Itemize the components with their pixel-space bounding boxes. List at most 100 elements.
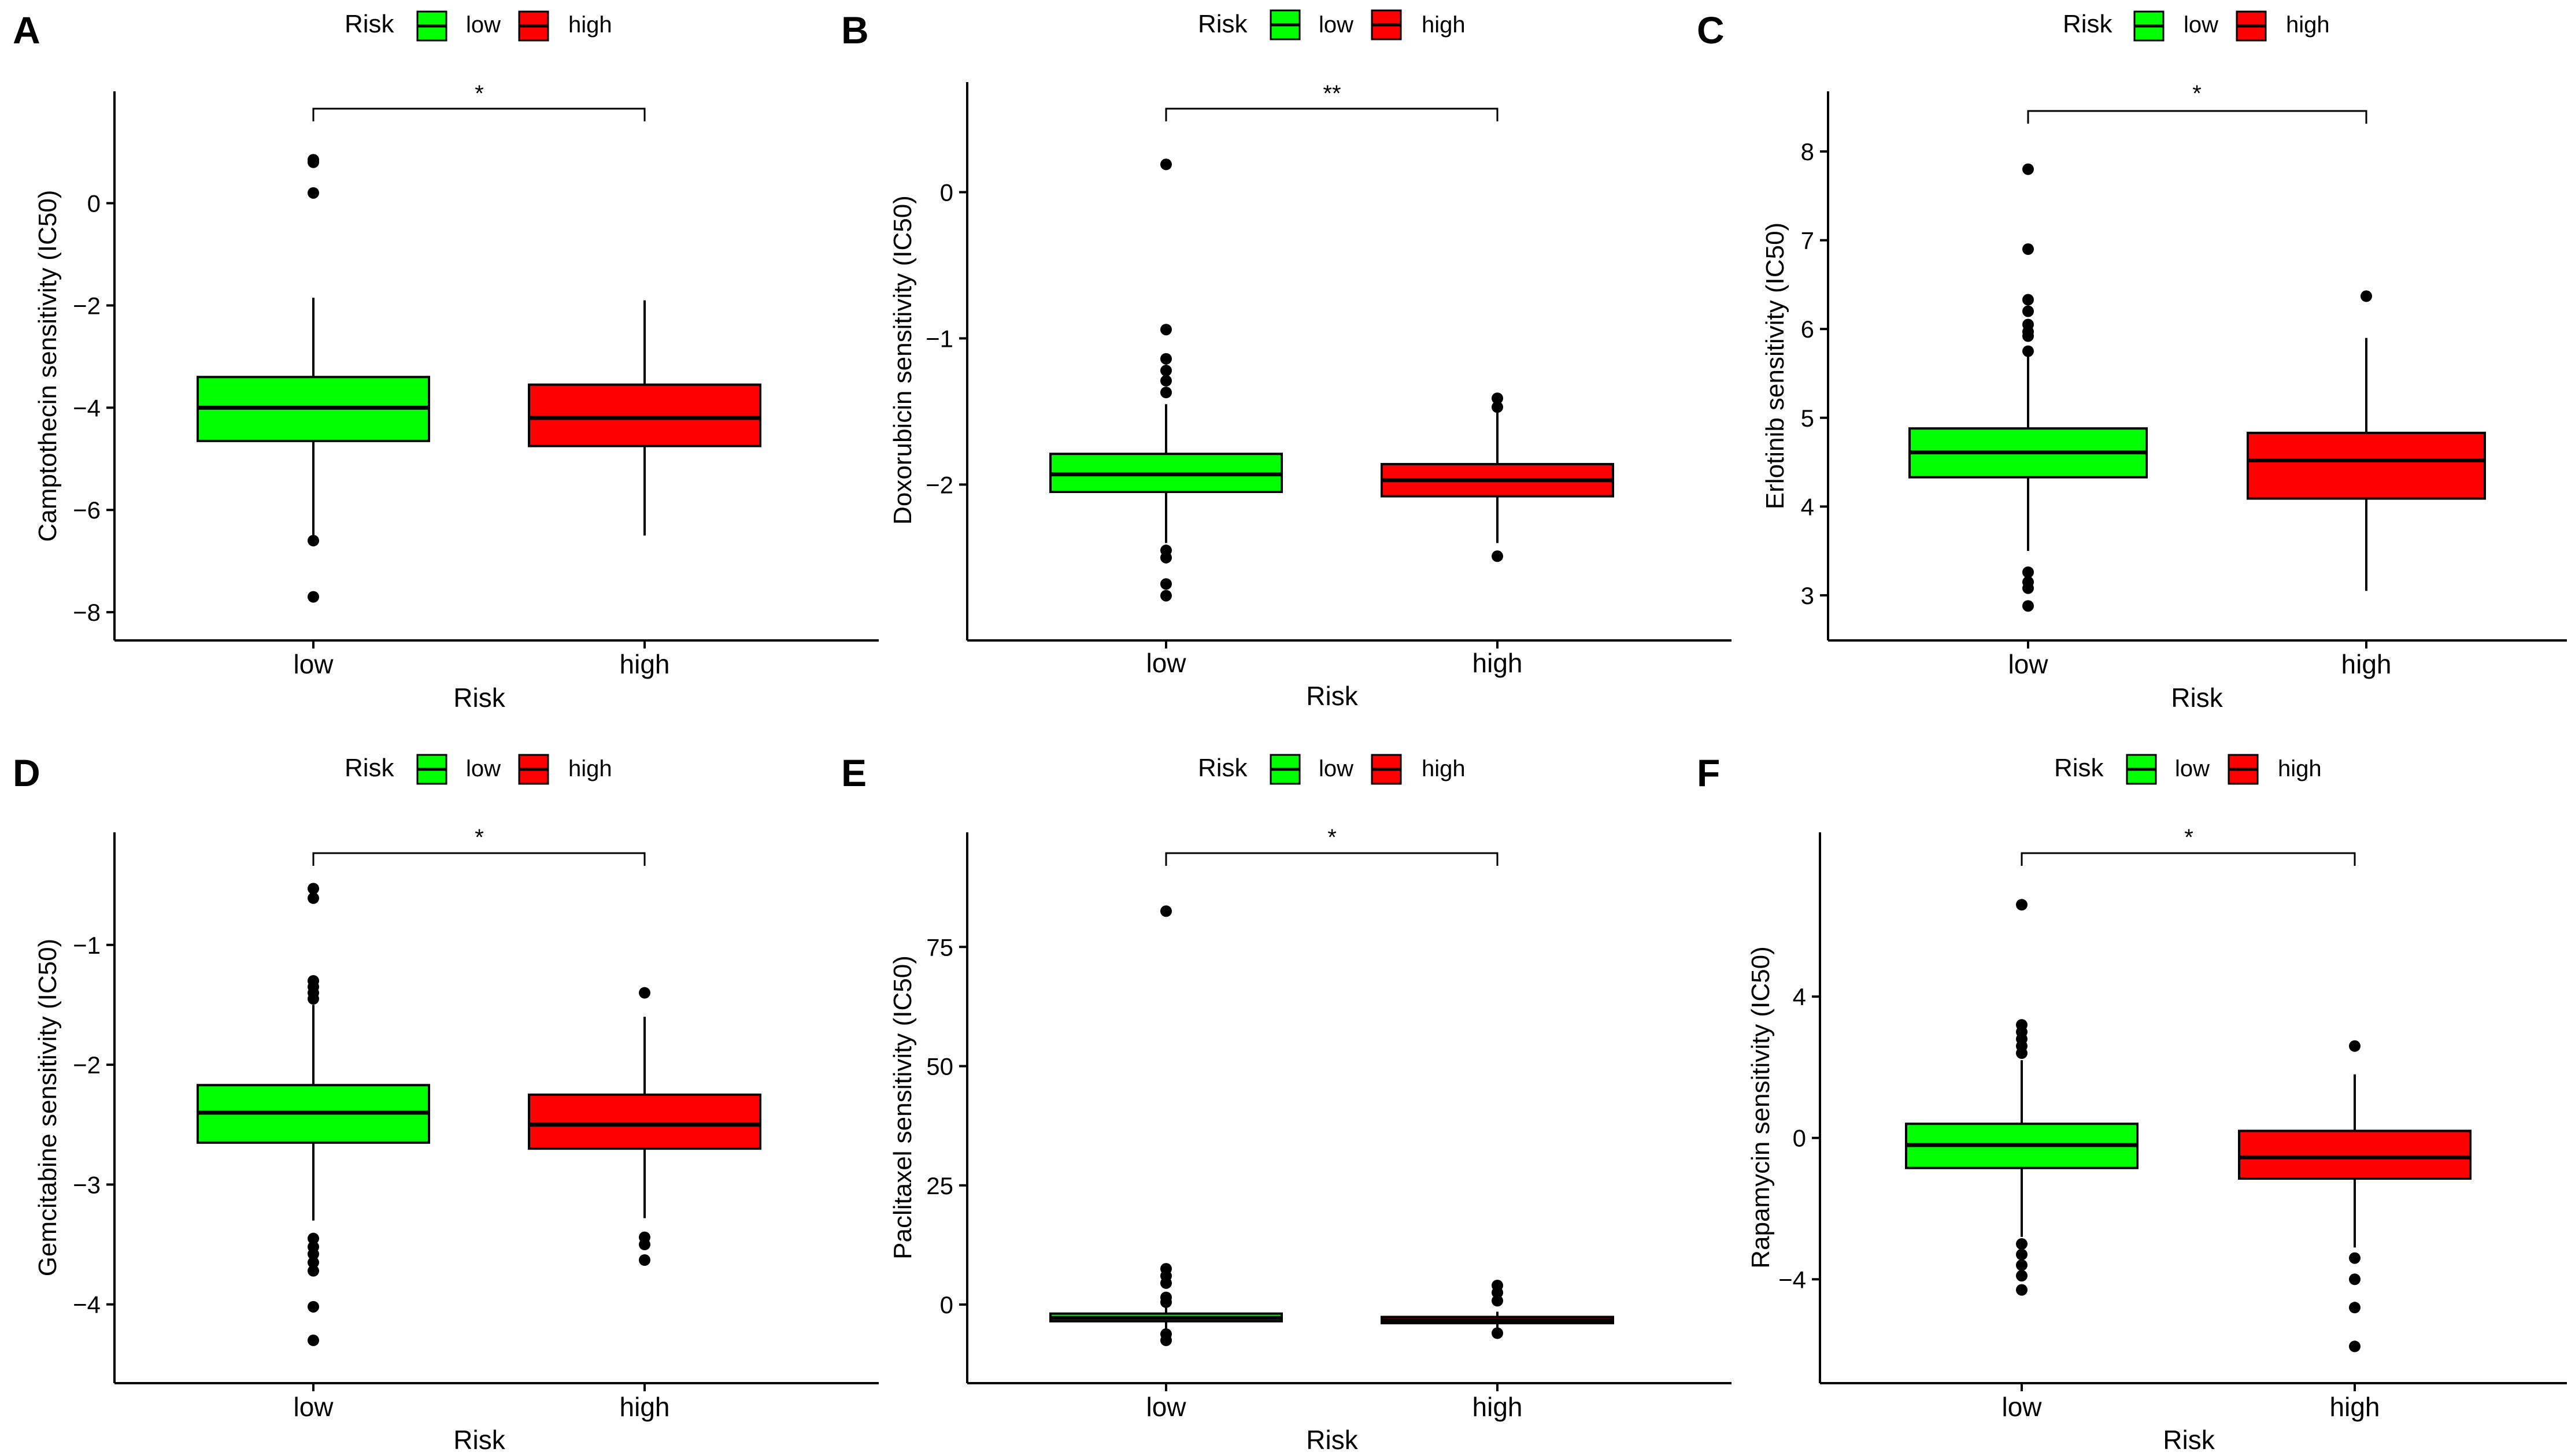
x-axis-title: Risk	[2163, 1425, 2215, 1455]
y-axis-title: Camptothecin sensitivity (IC50)	[34, 190, 62, 542]
y-ticks: −4 0 4	[1778, 983, 2356, 1391]
box-group	[1049, 108, 1614, 602]
y-ticks: 0 25 50 75	[926, 933, 1499, 1391]
outlier-point-low	[2022, 600, 2034, 612]
outlier-point-low	[2022, 294, 2034, 306]
x-axis-title: Risk	[1306, 681, 1358, 711]
legend-label-high: high	[1422, 12, 1466, 38]
outlier-point-high	[639, 1239, 650, 1251]
legend-label-low: low	[466, 756, 501, 781]
outlier-point-high	[2349, 1302, 2361, 1314]
outlier-point-high	[1492, 392, 1503, 405]
panel-e: E Risk low high Paclitaxel sensitivity (…	[841, 751, 1732, 1455]
outlier-point-high	[2349, 1252, 2361, 1264]
outlier-point-low	[308, 535, 319, 547]
box-high	[2238, 1129, 2472, 1180]
y-axis-title: Gemcitabine sensitivity (IC50)	[34, 939, 62, 1276]
y-tick-label: 8	[1801, 138, 1814, 165]
outlier-point-low	[308, 187, 319, 199]
box-high	[2247, 431, 2486, 500]
outlier-point-high	[2361, 290, 2372, 302]
outlier-point-low	[308, 993, 319, 1005]
outlier-point-high	[2349, 1340, 2361, 1353]
box-group	[1049, 852, 1614, 1346]
legend-title: Risk	[2063, 10, 2113, 38]
y-tick-label: 4	[1793, 983, 1806, 1010]
x-tick-label-high: high	[1473, 1392, 1523, 1422]
outlier-point-low	[2022, 330, 2034, 342]
outlier-point-low	[1160, 551, 1172, 564]
y-tick-label: −2	[926, 471, 953, 498]
y-axis-title: Paclitaxel sensitivity (IC50)	[889, 955, 917, 1259]
outlier-point-low	[1160, 375, 1172, 387]
legend-label-low: low	[1319, 12, 1353, 38]
y-tick-label: −6	[73, 497, 101, 524]
outlier-point-high	[2349, 1040, 2361, 1052]
legend-title: Risk	[345, 754, 395, 782]
outlier-point-low	[2016, 1284, 2028, 1296]
outlier-point-low	[1160, 1277, 1172, 1289]
significance-label: **	[1323, 81, 1341, 106]
legend: Risk low high	[2054, 754, 2322, 785]
x-tick-label-low: low	[293, 1392, 334, 1422]
outlier-point-low	[2022, 163, 2034, 175]
x-axis-title: Risk	[1306, 1425, 1358, 1455]
legend-title: Risk	[2054, 754, 2104, 782]
outlier-point-low	[1160, 905, 1172, 917]
x-tick-label-low: low	[293, 649, 334, 679]
outlier-point-high	[1492, 1327, 1503, 1339]
outlier-point-high	[1492, 1287, 1503, 1299]
outlier-point-low	[308, 1265, 319, 1277]
y-tick-label: 3	[1801, 582, 1814, 609]
outlier-point-low	[1160, 590, 1172, 602]
panel-f: F Risk low high Rapamycin sensitivity (I…	[1697, 751, 2567, 1455]
legend-label-low: low	[2184, 12, 2218, 38]
x-tick-label-high: high	[620, 1392, 670, 1422]
y-tick-label: −1	[926, 325, 953, 352]
y-tick-label: 25	[926, 1172, 953, 1199]
panel-b: B Risk low high Doxorubicin sensitivity …	[841, 9, 1732, 711]
legend-label-high: high	[1422, 756, 1466, 781]
y-tick-label: −1	[73, 932, 101, 959]
outlier-point-low	[2016, 1238, 2028, 1250]
panel-label: B	[841, 9, 869, 51]
y-tick-label: 75	[926, 933, 953, 961]
y-axis-title: Rapamycin sensitivity (IC50)	[1747, 946, 1775, 1269]
y-tick-label: −4	[1778, 1266, 1806, 1293]
legend-label-high: high	[568, 756, 612, 781]
significance-bracket	[312, 852, 646, 866]
x-tick-label-high: high	[1473, 648, 1523, 678]
outlier-point-low	[1160, 158, 1172, 171]
panel-c: C Risk low high Erlotinib sensitivity (I…	[1697, 9, 2567, 713]
significance-bracket	[2027, 110, 2367, 124]
outlier-point-low	[2022, 345, 2034, 357]
box-group	[1908, 110, 2486, 612]
significance-label: *	[475, 825, 484, 850]
panel-a: A Risk low high Camptothecin sensitivity…	[13, 9, 879, 713]
outlier-point-low	[1160, 1296, 1172, 1308]
panel-label: D	[13, 751, 40, 794]
legend-label-high: high	[568, 12, 612, 38]
significance-label: *	[1327, 825, 1337, 850]
significance-bracket	[312, 108, 646, 121]
panel-label: E	[841, 751, 867, 794]
outlier-point-low	[308, 156, 319, 168]
x-tick-label-low: low	[1146, 1392, 1186, 1422]
outlier-point-low	[308, 591, 319, 603]
y-axis-title: Erlotinib sensitivity (IC50)	[1761, 223, 1789, 509]
outlier-point-low	[2022, 243, 2034, 255]
box-high	[528, 1093, 761, 1150]
x-tick-label-low: low	[1146, 648, 1186, 678]
y-ticks: −8 −6 −4 −2 0	[73, 190, 646, 649]
box-group	[197, 852, 761, 1346]
y-tick-label: 0	[1793, 1125, 1806, 1152]
x-tick-label-high: high	[620, 649, 670, 679]
box-group	[1905, 852, 2472, 1353]
significance-bracket	[1165, 108, 1499, 121]
y-tick-label: 6	[1801, 316, 1814, 343]
outlier-point-low	[2022, 305, 2034, 317]
panel-label: A	[13, 9, 40, 51]
y-tick-label: 4	[1801, 493, 1814, 520]
outlier-point-low	[2016, 899, 2028, 911]
